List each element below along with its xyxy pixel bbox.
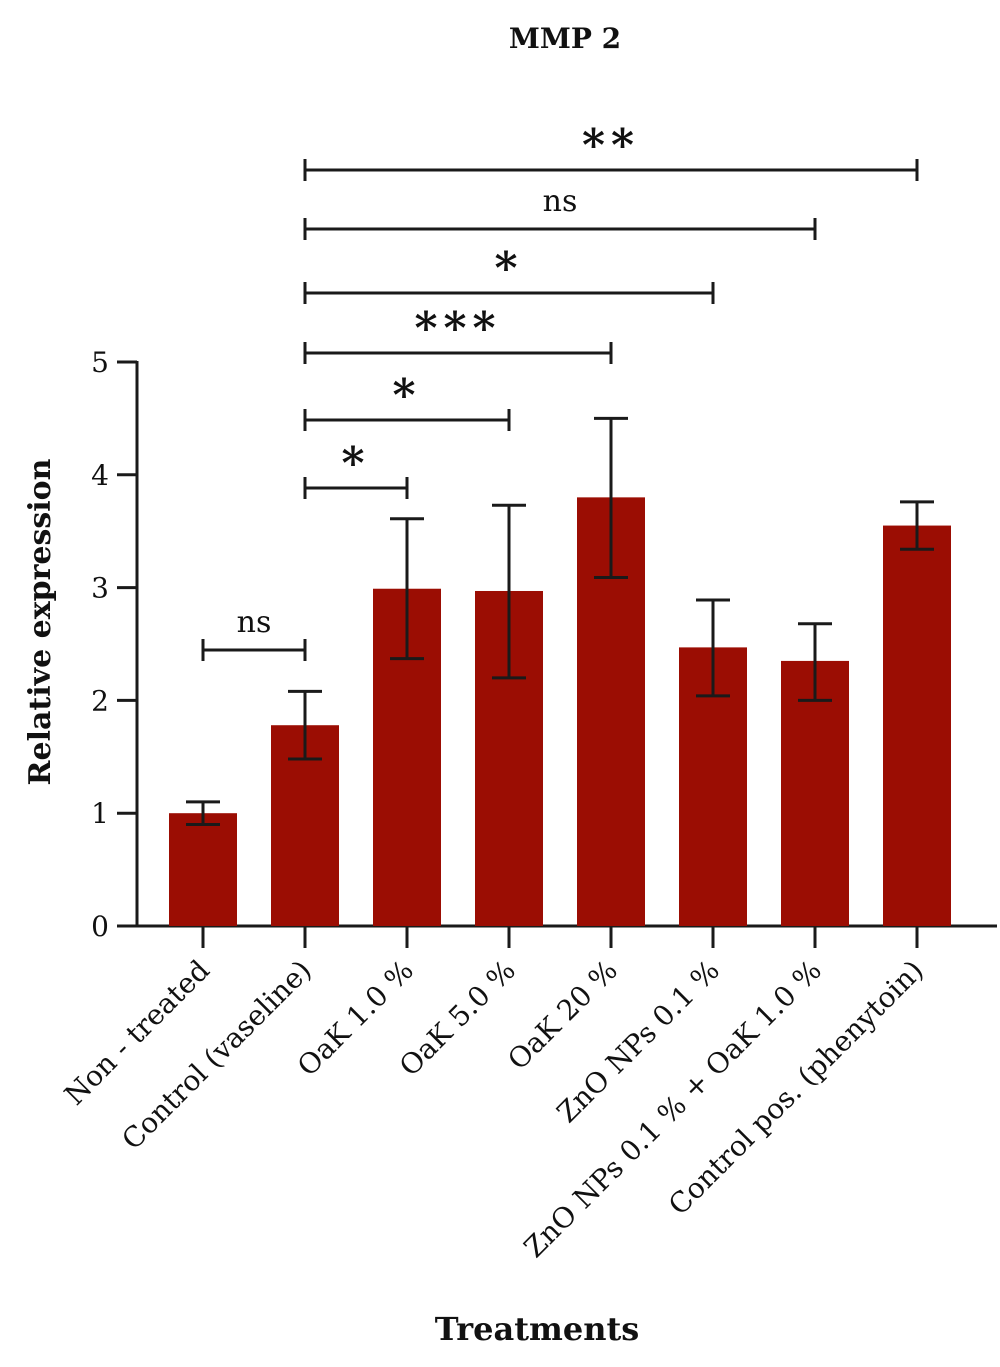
y-axis-label: Relative expression — [23, 458, 58, 785]
error-bars — [186, 416, 934, 826]
y-tick-label: 0 — [91, 910, 109, 943]
significance-brackets: ns******ns** — [201, 120, 919, 661]
significance-label: * — [341, 438, 370, 489]
y-tick-label: 2 — [91, 684, 109, 717]
y-tick-label: 1 — [91, 797, 109, 830]
significance-label: *** — [414, 303, 501, 354]
x-axis-label: Treatments — [435, 1310, 640, 1348]
bar — [169, 813, 237, 926]
y-tick-label: 3 — [91, 572, 109, 605]
bar — [781, 660, 849, 926]
significance-label: ns — [237, 605, 272, 640]
y-tick-label: 4 — [91, 459, 109, 492]
chart-title: MMP 2 — [509, 22, 621, 55]
category-label: Control (vaseline) — [115, 954, 318, 1157]
bar — [883, 525, 951, 926]
significance-label: ns — [543, 184, 578, 219]
significance-label: * — [494, 243, 523, 294]
bars — [169, 497, 951, 926]
significance-label: ** — [582, 120, 640, 171]
y-tick-label: 5 — [91, 346, 109, 379]
significance-label: * — [392, 370, 421, 421]
